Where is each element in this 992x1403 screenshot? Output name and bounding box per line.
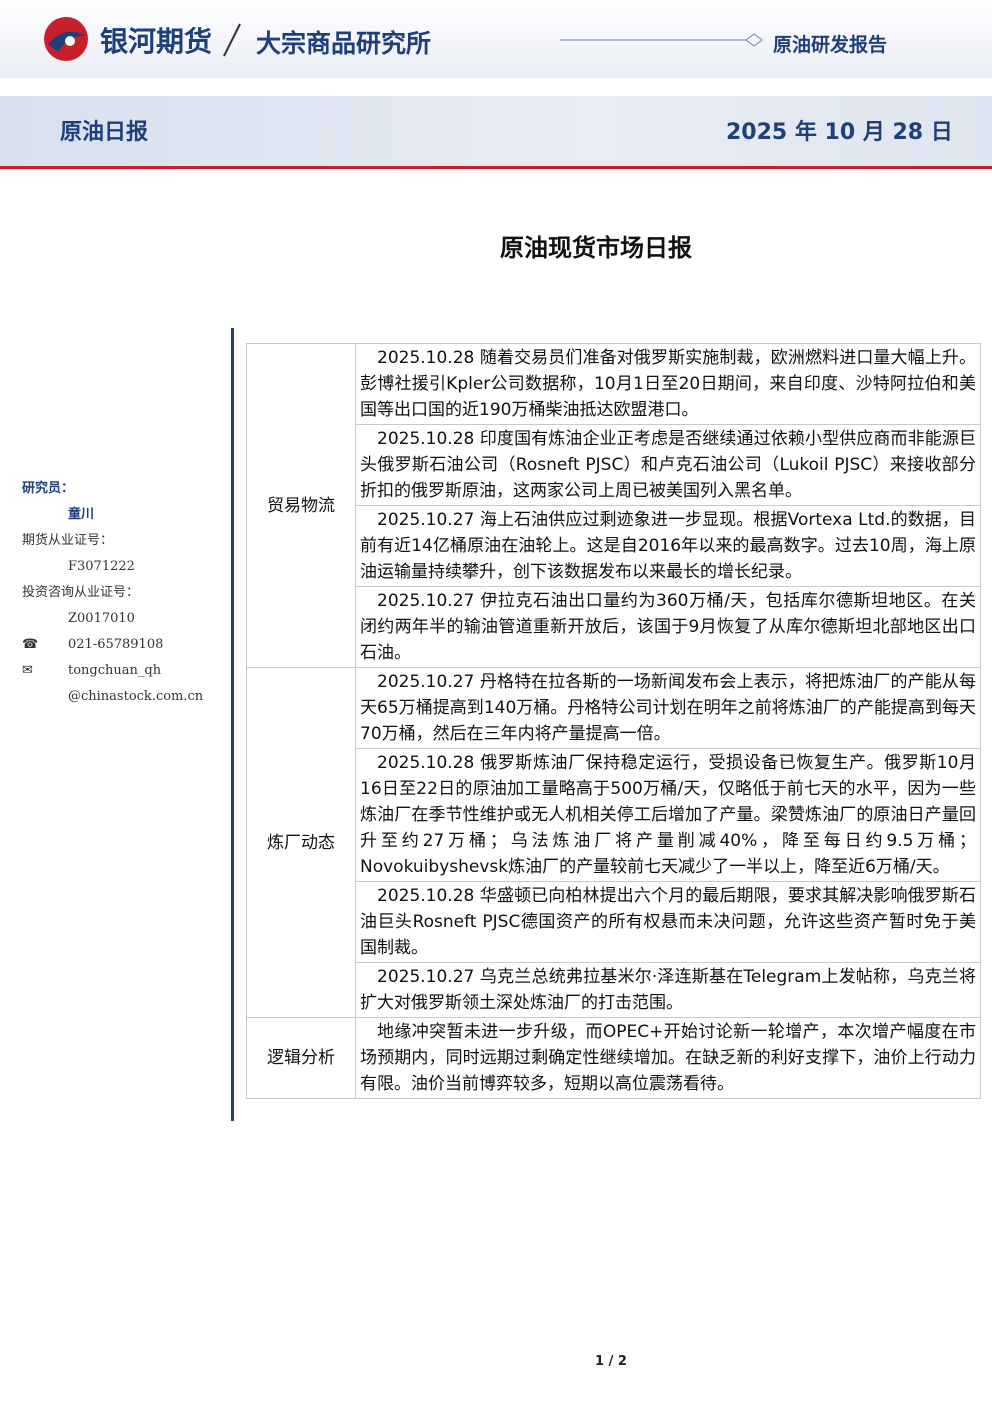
logo [44, 17, 88, 61]
table-row: 2025.10.28 俄罗斯炼油厂保持稳定运行，受损设备已恢复生产。俄罗斯10月… [247, 748, 981, 882]
news-item: 2025.10.27 丹格特在拉各斯的一场新闻发布会上表示，将把炼油厂的产能从每… [355, 667, 981, 749]
news-item: 2025.10.27 乌克兰总统弗拉基米尔·泽连斯基在Telegram上发帖称，… [355, 962, 981, 1018]
table-row: 炼厂动态 2025.10.27 丹格特在拉各斯的一场新闻发布会上表示，将把炼油厂的… [246, 667, 981, 1018]
doc-title: 原油现货市场日报 [500, 234, 692, 262]
table-row: 2025.10.27 海上石油供应过剩迹象进一步显现。根据Vortexa Ltd… [247, 505, 981, 587]
news-table: 贸易物流 2025.10.28 随着交易员们准备对俄罗斯实施制裁，欧洲燃料进口量大… [246, 343, 981, 1099]
consult: Z0017010 [68, 611, 135, 626]
news-item: 2025.10.28 印度国有炼油企业正考虑是否继续通过依赖小型供应商而非能源巨… [355, 424, 981, 506]
news-item: 2025.10.27 伊拉克石油出口量约为360万桶/天，包括库尔德斯坦地区。在… [355, 586, 981, 668]
table-row: 2025.10.28 华盛顿已向柏林提出六个月的最后期限，要求其解决影响俄罗斯石… [247, 881, 981, 963]
table-row: 2025.10.28 印度国有炼油企业正考虑是否继续通过依赖小型供应商而非能源巨… [247, 424, 981, 506]
email-icon: ✉ [22, 663, 33, 678]
phone-row: ☎ 021-65789108 [22, 632, 222, 658]
table-row: 2025.10.27 伊拉克石油出口量约为360万桶/天，包括库尔德斯坦地区。在… [247, 586, 981, 668]
news-item: 2025.10.28 随着交易员们准备对俄罗斯实施制裁，欧洲燃料进口量大幅上升。… [355, 343, 981, 425]
news-item: 2025.10.28 俄罗斯炼油厂保持稳定运行，受损设备已恢复生产。俄罗斯10月… [355, 748, 981, 882]
brand: 银河期货 [100, 25, 213, 58]
news-item: 2025.10.27 海上石油供应过剩迹象进一步显现。根据Vortexa Ltd… [355, 505, 981, 587]
institute: 大宗商品研究所 [256, 29, 432, 58]
news-item: 地缘冲突暂未进一步升级，而OPEC+开始讨论新一轮增产，本次增产幅度在市场预期内… [355, 1017, 981, 1099]
email-line: @chinastock.com.cn [68, 689, 204, 704]
license-label: 期货从业证号： [22, 533, 114, 548]
divider [0, 166, 992, 169]
email-line: tongchuan_qh [68, 663, 162, 678]
table-row: 贸易物流 2025.10.28 随着交易员们准备对俄罗斯实施制裁，欧洲燃料进口量大… [246, 343, 981, 668]
report-type: 原油研发报告 [773, 34, 888, 56]
deco-line [560, 33, 763, 47]
license: F3071222 [68, 559, 135, 574]
section-label: 炼厂动态 [246, 667, 356, 1018]
slash [223, 23, 241, 57]
section-label: 逻辑分析 [246, 1017, 356, 1099]
top-banner [0, 0, 992, 78]
section-label: 贸易物流 [246, 343, 356, 668]
news-item: 2025.10.28 华盛顿已向柏林提出六个月的最后期限，要求其解决影响俄罗斯石… [355, 881, 981, 963]
table-row: 2025.10.27 乌克兰总统弗拉基米尔·泽连斯基在Telegram上发帖称，… [247, 962, 981, 1018]
email-row: ✉ tongchuan_qh [22, 658, 222, 684]
table-row: 逻辑分析 地缘冲突暂未进一步升级，而OPEC+开始讨论新一轮增产，本次增产幅度在市… [246, 1017, 981, 1099]
phone-icon: ☎ [22, 637, 39, 652]
vertical-rule [231, 328, 234, 1121]
page-number: 1 / 2 [595, 1354, 627, 1369]
report-date: 2025 年 10 月 28 日 [726, 120, 953, 145]
phone: 021-65789108 [68, 637, 164, 652]
sidebar: 研究员： 童川 期货从业证号： F3071222 投资咨询从业证号： Z0017… [22, 476, 222, 710]
consult-label: 投资咨询从业证号： [22, 585, 140, 600]
title-band [0, 96, 992, 166]
report-name: 原油日报 [60, 120, 149, 145]
researcher-label: 研究员： [22, 481, 75, 496]
researcher: 童川 [68, 507, 95, 522]
